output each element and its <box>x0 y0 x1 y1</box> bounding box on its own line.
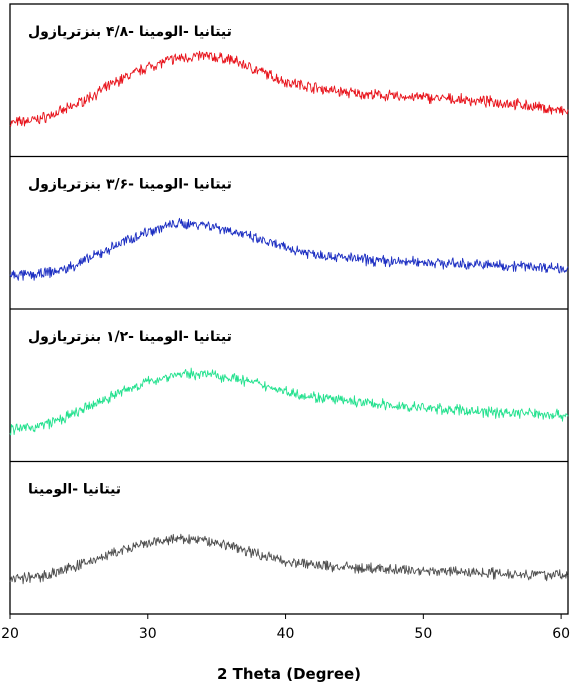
x-tick-label: 40 <box>277 626 295 642</box>
panels: تیتانیا -الومینا -۴/۸ بنزتریازول تیتانیا … <box>9 24 569 585</box>
x-tick-label: 50 <box>414 626 432 642</box>
x-axis-title: 2 Theta (Degree) <box>217 665 361 683</box>
x-tick-label: 20 <box>1 626 19 642</box>
x-axis: 20 30 40 50 60 <box>1 614 570 642</box>
series-line <box>9 217 569 281</box>
series-line <box>9 50 569 127</box>
series-label: تیتانیا -الومینا <box>28 482 121 498</box>
series-label: تیتانیا -الومینا -۴/۸ بنزتریازول <box>28 24 232 40</box>
series-label: تیتانیا -الومینا -۳/۶ بنزتریازول <box>28 177 232 193</box>
x-tick-label: 60 <box>552 626 570 642</box>
series-label: تیتانیا -الومینا -۱/۲ بنزتریازول <box>28 329 232 345</box>
series-line <box>9 367 569 436</box>
series-line <box>9 533 569 585</box>
x-tick-label: 30 <box>139 626 157 642</box>
